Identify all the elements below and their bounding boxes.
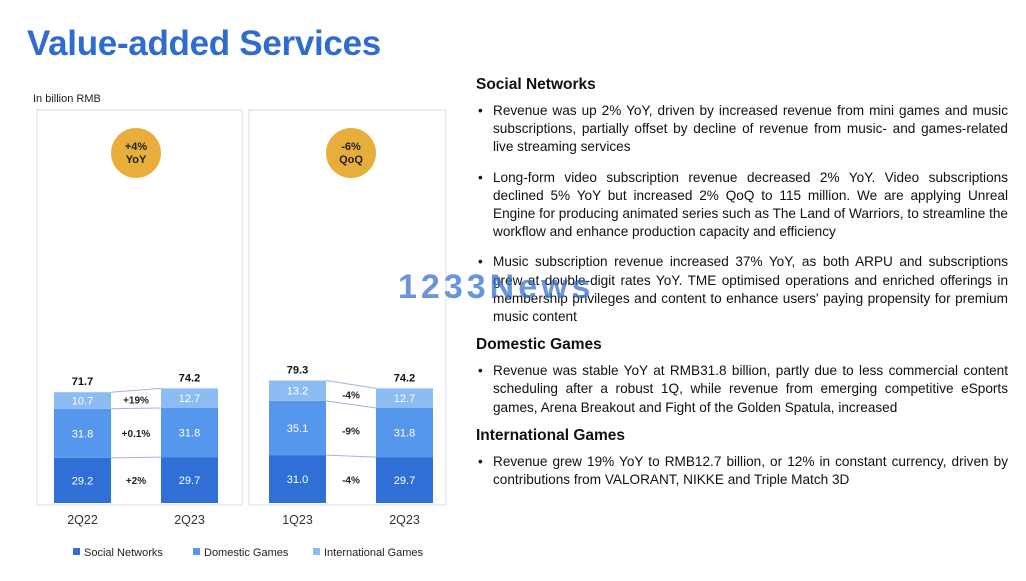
section-heading: Domestic Games [476,336,602,354]
bar-segment-label: 31.8 [72,428,93,440]
bar-total-label: 74.2 [394,372,415,384]
bar-connector-line [325,454,377,458]
section-domestic-games: Domestic Games Revenue was stable YoY at… [476,336,1008,417]
x-tick-label: 1Q23 [282,513,313,527]
change-label: +19% [123,395,149,406]
bar-segment [269,380,326,401]
legend-label: Domestic Games [204,547,289,559]
bullet-item: Revenue was up 2% YoY, driven by increas… [476,102,1008,157]
change-badge-label: +4% [125,141,148,153]
bar-segment [376,388,433,408]
section-social-networks: Social Networks Revenue was up 2% YoY, d… [476,76,1008,326]
page-title: Value-added Services [27,24,381,63]
x-tick-label: 2Q22 [67,513,98,527]
commentary-panel: Social Networks Revenue was up 2% YoY, d… [476,76,1008,499]
bar-segment [161,388,218,408]
legend-swatch [73,548,80,555]
legend-label: Social Networks [84,547,163,559]
bar-segment [161,407,218,458]
legend-swatch [313,548,320,555]
bar-segment-label: 31.0 [287,474,308,486]
bar-total-label: 71.7 [72,376,93,388]
bullet-item: Revenue grew 19% YoY to RMB12.7 billion,… [476,453,1008,489]
change-label: +2% [126,476,146,487]
change-badge [326,128,376,178]
bar-segment [54,408,111,458]
change-label: -4% [342,390,360,401]
bullet-item: Revenue was stable YoY at RMB31.8 billio… [476,362,1008,417]
bar-connector-line [325,379,377,389]
bar-segment [269,400,326,456]
change-badge [111,128,161,178]
legend-swatch [193,548,200,555]
change-label: -4% [342,476,360,487]
change-label: +0.1% [122,429,151,440]
unit-label: In billion RMB [33,93,101,105]
chart-group-frame [248,109,447,506]
bar-segment-label: 31.8 [394,428,415,440]
bullet-item: Long-form video subscription revenue dec… [476,169,1008,242]
watermark-text: 1233News [398,268,595,306]
change-label: -9% [342,426,360,437]
bar-segment-label: 29.7 [179,475,200,487]
bar-connector-line [110,456,162,459]
bar-segment [269,455,326,503]
bar-segment-label: 12.7 [179,393,200,405]
x-tick-label: 2Q23 [389,513,420,527]
bar-total-label: 79.3 [287,364,308,376]
section-international-games: International Games Revenue grew 19% YoY… [476,427,1008,489]
bar-segment [54,457,111,503]
bar-connector-line [110,387,162,393]
bar-segment [376,457,433,503]
section-heading: International Games [476,426,626,444]
bar-connector-line [325,400,377,409]
chart-group-frame [36,109,243,506]
change-badge-label: QoQ [339,154,363,166]
bar-segment [161,457,218,503]
bar-segment-label: 12.7 [394,393,415,405]
bar-segment [54,392,111,409]
bar-segment-label: 31.8 [179,428,200,440]
bar-segment-label: 13.2 [287,386,308,398]
change-badge-label: YoY [126,154,147,166]
legend-label: International Games [324,547,424,559]
bar-segment [376,407,433,458]
bar-connector-line [110,407,162,410]
section-heading: Social Networks [476,76,596,93]
bullet-item: Music subscription revenue increased 37%… [476,253,1008,326]
x-tick-label: 2Q23 [174,513,205,527]
bar-segment-label: 10.7 [72,395,93,407]
change-badge-label: -6% [341,141,361,153]
bar-segment-label: 29.2 [72,475,93,487]
bar-total-label: 74.2 [179,372,200,384]
stacked-bar-chart: 29.2 31.8 10.7 71.7 2Q22 29.7 31.8 12.7 74.2 2Q23… [36,109,447,559]
bar-segment-label: 29.7 [394,475,415,487]
bar-segment-label: 35.1 [287,423,308,435]
